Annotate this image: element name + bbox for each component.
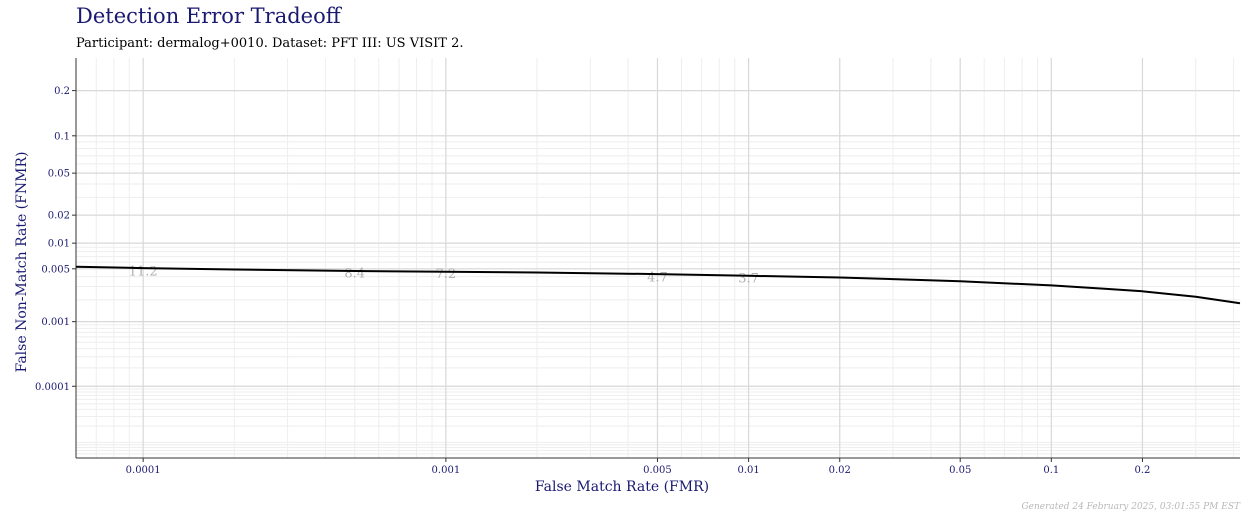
chart-title: Detection Error Tradeoff bbox=[76, 4, 341, 28]
x-axis-title: False Match Rate (FMR) bbox=[535, 479, 709, 495]
y-tick-label: 0.001 bbox=[41, 317, 70, 328]
chart-subtitle: Participant: dermalog+0010. Dataset: PFT… bbox=[76, 36, 464, 51]
y-tick-label: 0.2 bbox=[54, 86, 70, 97]
x-tick-label: 0.0001 bbox=[126, 465, 161, 476]
threshold-label: 8.4 bbox=[344, 266, 365, 281]
x-tick-label: 0.01 bbox=[737, 465, 759, 476]
y-tick-label: 0.02 bbox=[48, 211, 70, 222]
threshold-label: 4.7 bbox=[647, 271, 668, 286]
y-tick-label: 0.01 bbox=[48, 239, 70, 250]
y-tick-label: 0.05 bbox=[48, 169, 70, 180]
y-tick-label: 0.005 bbox=[41, 264, 70, 275]
y-axis-title: False Non-Match Rate (FNMR) bbox=[14, 152, 30, 373]
x-tick-label: 0.2 bbox=[1135, 465, 1151, 476]
threshold-label: 3.7 bbox=[738, 271, 759, 286]
x-tick-label: 0.02 bbox=[829, 465, 851, 476]
x-tick-label: 0.001 bbox=[432, 465, 461, 476]
threshold-label: 7.2 bbox=[436, 267, 457, 282]
y-tick-label: 0.0001 bbox=[35, 382, 70, 393]
x-tick-label: 0.05 bbox=[949, 465, 971, 476]
det-curve bbox=[75, 265, 1241, 305]
generated-timestamp: Generated 24 February 2025, 03:01:55 PM … bbox=[1021, 502, 1240, 512]
x-tick-label: 0.1 bbox=[1043, 465, 1059, 476]
x-tick-label: 0.005 bbox=[643, 465, 672, 476]
y-tick-label: 0.1 bbox=[54, 131, 70, 142]
